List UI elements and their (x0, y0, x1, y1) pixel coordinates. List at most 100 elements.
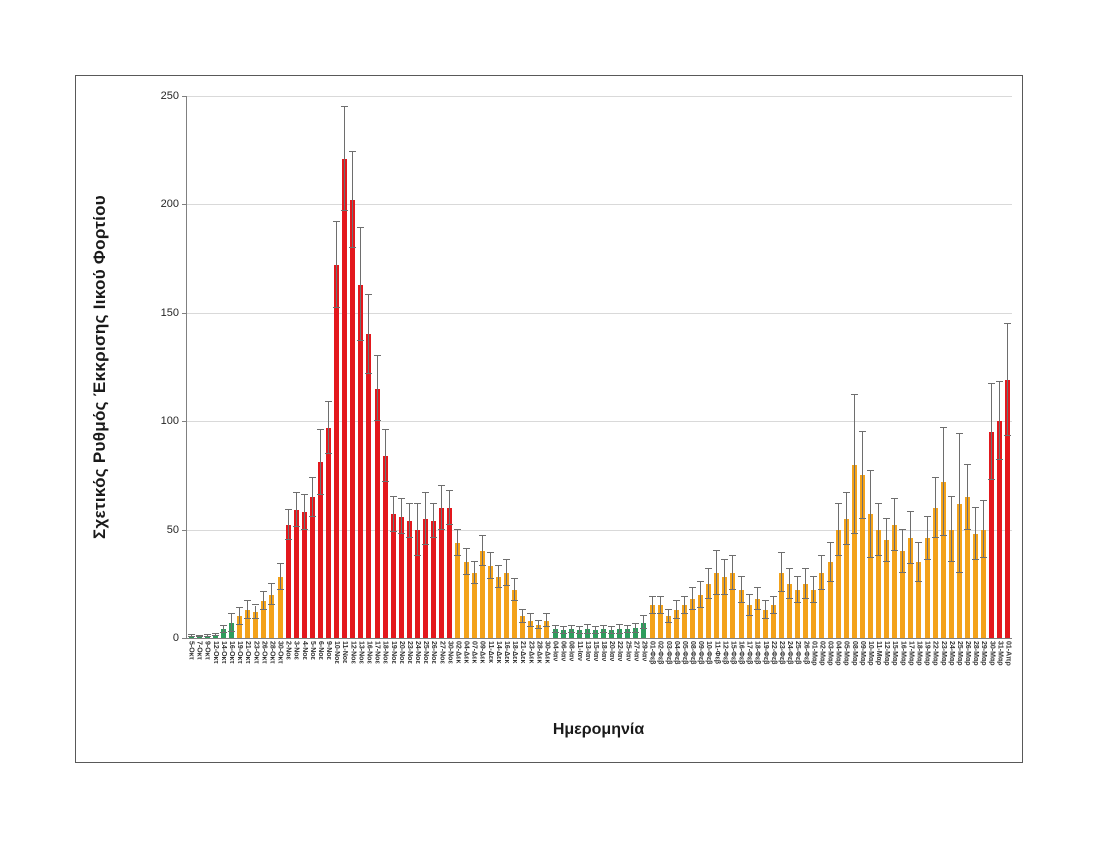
x-tick-label: 28-Οκτ (268, 641, 276, 664)
x-tick-label: 18-Φεβ (753, 641, 761, 665)
bar (309, 497, 315, 638)
bar (398, 516, 404, 638)
x-tick-label: 12-Φεβ (721, 641, 729, 665)
bar (803, 583, 809, 638)
error-bar-cap-top (616, 624, 624, 625)
error-bar-cap-top (381, 428, 389, 430)
x-tick-label: 31-Μαρ (996, 641, 1004, 666)
bar (762, 609, 768, 638)
error-bar-cap-bottom (341, 209, 349, 211)
error-bar (772, 596, 774, 615)
error-bar-cap-bottom (939, 535, 947, 537)
x-tick-label: 18-Δεκ (511, 641, 519, 664)
error-bar (619, 625, 621, 634)
error-bar-cap-bottom (729, 589, 737, 591)
y-tick-label: 0 (172, 632, 179, 644)
error-bar-cap-top (664, 608, 672, 610)
error-bar-cap-top (236, 606, 244, 608)
error-bar-cap-top (624, 625, 632, 627)
error-bar-cap-bottom (227, 630, 235, 632)
error-bar (287, 510, 289, 541)
x-tick-label: 11-Ιαν (575, 641, 583, 661)
error-bar-cap-top (583, 624, 591, 625)
x-tick-label: 12-Μαρ (883, 641, 891, 666)
x-tick-label: 23-Μαρ (939, 641, 947, 666)
x-tick-label: 07-Δεκ (470, 641, 478, 664)
bar (503, 572, 509, 638)
error-bar-cap-top (575, 626, 583, 628)
error-bar (611, 627, 613, 634)
error-bar-cap-top (648, 595, 656, 597)
error-bar-cap-bottom (268, 604, 276, 606)
error-bar-cap-top (227, 613, 235, 615)
error-bar-cap-top (866, 470, 874, 472)
x-tick-label: 26-Φεβ (802, 641, 810, 665)
bar (261, 601, 267, 638)
bar (665, 616, 671, 638)
bar (463, 562, 469, 638)
error-bar-cap-bottom (591, 632, 599, 634)
error-bar-cap-bottom (219, 631, 227, 633)
bar (859, 475, 865, 638)
error-bar-cap-bottom (769, 613, 777, 615)
error-bar-cap-bottom (236, 624, 244, 625)
error-bar-cap-top (964, 463, 971, 465)
error-bar-cap-top (721, 558, 729, 560)
error-bar-cap-bottom (931, 537, 939, 539)
bar (512, 590, 518, 638)
bar (997, 421, 1003, 638)
error-bar (336, 221, 338, 309)
error-bar (457, 529, 459, 556)
bar (447, 507, 453, 638)
error-bar-cap-bottom (511, 600, 519, 602)
bar (528, 620, 534, 638)
error-bar-cap-top (373, 355, 381, 357)
error-bar-cap-bottom (462, 574, 470, 576)
error-bar-cap-top (260, 591, 268, 593)
error-bar-cap-top (244, 600, 252, 602)
error-bar (352, 152, 354, 248)
error-bar-cap-top (640, 615, 648, 617)
error-bar (797, 577, 799, 604)
error-bar (853, 395, 855, 534)
bar (277, 577, 283, 638)
error-bar-cap-bottom (502, 584, 510, 586)
x-tick-label: 04-Ιαν (551, 641, 559, 662)
error-bar-cap-top (729, 554, 737, 556)
bar (981, 529, 987, 638)
x-tick-label: 09-Δεκ (478, 641, 486, 664)
error-bar-cap-bottom (923, 558, 931, 560)
x-tick-label: 13-Νοε (357, 641, 365, 664)
x-tick-label: 16-Οκτ (227, 641, 235, 664)
error-bar (481, 536, 483, 567)
error-bar (546, 614, 548, 628)
bar (795, 590, 801, 638)
error-bar-cap-bottom (600, 631, 608, 633)
error-bar (740, 577, 742, 604)
error-bar-cap-top (494, 565, 502, 567)
error-bar-cap-top (697, 580, 705, 582)
error-bar (400, 499, 402, 534)
error-bar-cap-top (745, 593, 753, 595)
error-bar-cap-top (551, 625, 559, 627)
error-bar (1007, 323, 1009, 437)
error-bar-cap-top (939, 426, 947, 428)
x-tick-label: 18-Νοε (381, 641, 389, 664)
bar (965, 497, 970, 638)
x-tick-label: 4-Νοε (300, 641, 308, 660)
error-bar-cap-bottom (891, 550, 899, 552)
bar (415, 529, 420, 638)
error-bar-cap-bottom (325, 452, 333, 454)
error-bar (926, 516, 928, 560)
error-bar (700, 581, 702, 608)
gridline (187, 421, 1012, 423)
bar (730, 572, 736, 638)
x-tick-label: 29-Ιαν (640, 641, 648, 662)
gridline (187, 204, 1012, 206)
error-bar-cap-top (1004, 322, 1012, 324)
error-bar (554, 626, 556, 633)
error-bar-cap-bottom (648, 613, 656, 615)
error-bar (376, 356, 378, 422)
x-tick-label: 10-Νοε (333, 641, 341, 664)
x-tick-label: 27-Ιαν (632, 641, 640, 662)
